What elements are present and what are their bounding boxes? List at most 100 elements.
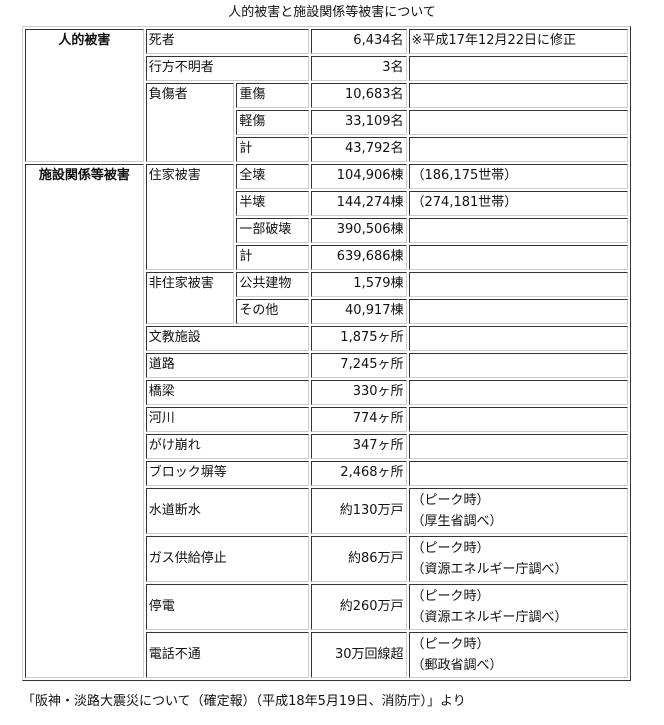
table-row: 河川 774ヶ所 bbox=[25, 407, 628, 432]
row-note: （186,175世帯） bbox=[408, 164, 628, 189]
row-label: 行方不明者 bbox=[145, 56, 309, 81]
table-row: 橋梁 330ヶ所 bbox=[25, 380, 628, 405]
row-note bbox=[408, 110, 628, 135]
row-note bbox=[408, 380, 628, 405]
row-value: 約260万戸 bbox=[310, 584, 407, 630]
row-note: （274,181世帯） bbox=[408, 191, 628, 216]
row-value: 43,792名 bbox=[310, 137, 407, 162]
row-value: 1,875ヶ所 bbox=[310, 326, 407, 351]
row-value: 3名 bbox=[310, 56, 407, 81]
row-value: 約130万戸 bbox=[310, 488, 407, 534]
row-label: 橋梁 bbox=[145, 380, 309, 405]
row-note bbox=[408, 407, 628, 432]
page-title: 人的被害と施設関係等被害について bbox=[228, 5, 436, 20]
note-line: （ピーク時） bbox=[411, 541, 490, 556]
row-value: 1,579棟 bbox=[310, 272, 407, 297]
row-label: がけ崩れ bbox=[145, 434, 309, 459]
table-row: 軽傷 33,109名 bbox=[25, 110, 628, 135]
row-value: 330ヶ所 bbox=[310, 380, 407, 405]
row-value: 104,906棟 bbox=[310, 164, 407, 189]
row-sublabel: 全壊 bbox=[236, 164, 309, 189]
row-note bbox=[408, 245, 628, 270]
row-value: 約86万戸 bbox=[310, 536, 407, 582]
row-sublabel: 軽傷 bbox=[236, 110, 309, 135]
row-note bbox=[408, 299, 628, 324]
row-note: （ピーク時） （郵政省調べ） bbox=[408, 632, 628, 678]
row-note bbox=[408, 461, 628, 486]
table-row: ガス供給停止 約86万戸 （ピーク時） （資源エネルギー庁調べ） bbox=[25, 536, 628, 582]
row-label: ブロック塀等 bbox=[145, 461, 309, 486]
row-value: 144,274棟 bbox=[310, 191, 407, 216]
damage-table: 人的被害 死者 6,434名 ※平成17年12月22日に修正 行方不明者 3名 … bbox=[22, 26, 631, 681]
row-note: （ピーク時） （資源エネルギー庁調べ） bbox=[408, 584, 628, 630]
row-note bbox=[408, 434, 628, 459]
human-damage-header: 人的被害 bbox=[25, 29, 144, 162]
table-row: 半壊 144,274棟 （274,181世帯） bbox=[25, 191, 628, 216]
row-label: ガス供給停止 bbox=[145, 536, 309, 582]
row-value: 7,245ヶ所 bbox=[310, 353, 407, 378]
row-note bbox=[408, 272, 628, 297]
table-row: 計 639,686棟 bbox=[25, 245, 628, 270]
row-value: 33,109名 bbox=[310, 110, 407, 135]
row-sublabel: その他 bbox=[236, 299, 309, 324]
row-value: 639,686棟 bbox=[310, 245, 407, 270]
row-sublabel: 半壊 bbox=[236, 191, 309, 216]
row-note: （ピーク時） （厚生省調べ） bbox=[408, 488, 628, 534]
row-value: 347ヶ所 bbox=[310, 434, 407, 459]
row-value: 390,506棟 bbox=[310, 218, 407, 243]
table-row: 施設関係等被害 住家被害 全壊 104,906棟 （186,175世帯） bbox=[25, 164, 628, 678]
note-line: （厚生省調べ） bbox=[411, 514, 503, 529]
table-row: 停電 約260万戸 （ピーク時） （資源エネルギー庁調べ） bbox=[25, 584, 628, 630]
row-label: 住家被害 bbox=[145, 164, 235, 270]
row-label: 水道断水 bbox=[145, 488, 309, 534]
row-label: 河川 bbox=[145, 407, 309, 432]
row-label: 電話不通 bbox=[145, 632, 309, 678]
note-line: （郵政省調べ） bbox=[411, 658, 503, 673]
row-label: 文教施設 bbox=[145, 326, 309, 351]
table-row: がけ崩れ 347ヶ所 bbox=[25, 434, 628, 459]
row-value: 2,468ヶ所 bbox=[310, 461, 407, 486]
row-value: 10,683名 bbox=[310, 83, 407, 108]
table-row: 一部破壊 390,506棟 bbox=[25, 218, 628, 243]
row-value: 774ヶ所 bbox=[310, 407, 407, 432]
row-sublabel: 公共建物 bbox=[236, 272, 309, 297]
row-value: 30万回線超 bbox=[310, 632, 407, 678]
table-row: ブロック塀等 2,468ヶ所 bbox=[25, 461, 628, 486]
note-line: （資源エネルギー庁調べ） bbox=[411, 610, 568, 625]
table-row: 道路 7,245ヶ所 bbox=[25, 353, 628, 378]
table-row: 非住家被害 公共建物 1,579棟 bbox=[25, 272, 628, 324]
row-value: 40,917棟 bbox=[310, 299, 407, 324]
row-label: 停電 bbox=[145, 584, 309, 630]
table-row: 水道断水 約130万戸 （ピーク時） （厚生省調べ） bbox=[25, 488, 628, 534]
facility-damage-header: 施設関係等被害 bbox=[25, 164, 144, 678]
note-line: （資源エネルギー庁調べ） bbox=[411, 562, 568, 577]
row-note bbox=[408, 83, 628, 108]
note-line: （ピーク時） bbox=[411, 589, 490, 604]
table-row: 人的被害 死者 6,434名 ※平成17年12月22日に修正 bbox=[25, 29, 628, 162]
table-row: 文教施設 1,875ヶ所 bbox=[25, 326, 628, 351]
row-note bbox=[408, 353, 628, 378]
row-label: 非住家被害 bbox=[145, 272, 235, 324]
note-line: （ピーク時） bbox=[411, 637, 490, 652]
row-value: 6,434名 bbox=[310, 29, 407, 54]
row-sublabel: 計 bbox=[236, 137, 309, 162]
table-row: 電話不通 30万回線超 （ピーク時） （郵政省調べ） bbox=[25, 632, 628, 678]
row-label: 死者 bbox=[145, 29, 309, 54]
table-row: 計 43,792名 bbox=[25, 137, 628, 162]
row-note: ※平成17年12月22日に修正 bbox=[408, 29, 628, 54]
table-row: 行方不明者 3名 bbox=[25, 56, 628, 81]
row-note bbox=[408, 326, 628, 351]
row-label: 負傷者 bbox=[145, 83, 235, 162]
row-note: （ピーク時） （資源エネルギー庁調べ） bbox=[408, 536, 628, 582]
source-citation: 「阪神・淡路大震災について（確定報）（平成18年5月19日、消防庁）」より bbox=[22, 694, 466, 709]
row-label: 道路 bbox=[145, 353, 309, 378]
row-note bbox=[408, 56, 628, 81]
row-sublabel: 重傷 bbox=[236, 83, 309, 108]
table-row: 負傷者 重傷 10,683名 bbox=[25, 83, 628, 162]
row-sublabel: 計 bbox=[236, 245, 309, 270]
note-line: （ピーク時） bbox=[411, 493, 490, 508]
table-row: その他 40,917棟 bbox=[25, 299, 628, 324]
row-note bbox=[408, 218, 628, 243]
row-note bbox=[408, 137, 628, 162]
row-sublabel: 一部破壊 bbox=[236, 218, 309, 243]
